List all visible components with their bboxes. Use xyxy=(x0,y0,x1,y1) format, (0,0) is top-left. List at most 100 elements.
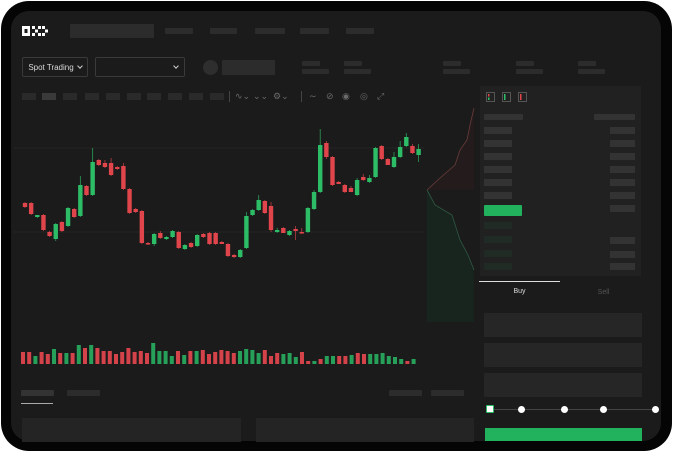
volume-bar xyxy=(380,353,385,364)
candle-down xyxy=(41,215,46,230)
chart-type-icon[interactable]: ⌄⌄ xyxy=(253,91,269,101)
candle-down xyxy=(176,232,181,248)
volume-bar xyxy=(52,349,56,364)
buy-button[interactable] xyxy=(485,428,642,441)
fullscreen-icon[interactable]: ⤢ xyxy=(377,91,385,101)
filter-button[interactable] xyxy=(431,390,464,396)
slider-step[interactable] xyxy=(652,406,659,413)
nav-item[interactable] xyxy=(255,28,285,34)
volume-bar xyxy=(225,351,230,364)
candle-down xyxy=(281,228,286,233)
depth-asks-line xyxy=(426,107,475,191)
volume-bar xyxy=(219,350,224,364)
candle-down xyxy=(84,186,89,195)
tab-order-history[interactable] xyxy=(67,390,100,396)
candle-down xyxy=(207,233,212,244)
candle-down xyxy=(121,166,126,189)
coin-icon xyxy=(203,60,218,75)
timeframe-button[interactable] xyxy=(147,93,161,100)
slider-step[interactable] xyxy=(561,406,568,413)
candle-down xyxy=(299,232,304,234)
candle-down xyxy=(139,211,145,243)
candle-up xyxy=(397,147,403,157)
candle-down xyxy=(96,160,101,165)
orderbook-asks-icon xyxy=(518,92,527,102)
timeframe-button[interactable] xyxy=(63,93,77,100)
candle-down xyxy=(115,167,120,169)
last-price-badge xyxy=(484,205,522,216)
candle-down xyxy=(268,206,274,230)
orderbook-bids-icon xyxy=(502,92,511,102)
candle-up xyxy=(318,145,323,192)
tab-open-orders[interactable] xyxy=(21,390,54,396)
active-tab-indicator xyxy=(21,403,53,404)
candle-down xyxy=(102,163,108,167)
candle-up xyxy=(195,235,200,246)
candle-up xyxy=(250,210,255,215)
nav-item[interactable] xyxy=(210,28,237,34)
volume-bar xyxy=(368,354,373,364)
candle-up xyxy=(182,245,188,249)
volume-bar xyxy=(70,353,75,364)
nav-item[interactable] xyxy=(165,28,193,34)
indicator-icon[interactable]: ∿⌄ xyxy=(235,91,251,101)
draw-icon[interactable]: ⊘ xyxy=(326,91,334,101)
timeframe-button[interactable] xyxy=(85,93,99,100)
orders-panel xyxy=(22,418,241,442)
volume-bar xyxy=(126,348,131,364)
volume-bar xyxy=(176,351,180,364)
volume-bar xyxy=(405,361,410,364)
pair-dropdown[interactable] xyxy=(95,57,185,77)
volume-bar xyxy=(331,356,335,364)
orderbook-view-toggle[interactable] xyxy=(486,92,532,102)
volume-bar xyxy=(138,351,143,364)
timeframe-button[interactable] xyxy=(22,93,36,100)
settings-icon[interactable]: ◎ xyxy=(360,91,368,101)
timeframe-button[interactable] xyxy=(210,93,224,100)
volume-bar xyxy=(349,355,354,364)
stat-value xyxy=(578,69,605,74)
volume-bar xyxy=(244,349,249,364)
stat-value xyxy=(302,69,329,74)
candle-up xyxy=(373,148,378,177)
market-type-dropdown[interactable]: Spot Trading xyxy=(22,57,88,77)
filter-button[interactable] xyxy=(389,390,422,396)
search-bar[interactable] xyxy=(70,24,154,38)
nav-item[interactable] xyxy=(346,28,374,34)
tab-sell[interactable]: Sell xyxy=(597,289,610,296)
volume-bar xyxy=(343,356,348,364)
nav-item[interactable] xyxy=(300,28,329,34)
stat-value xyxy=(344,69,371,74)
column-header xyxy=(484,114,523,120)
slider-handle[interactable] xyxy=(486,405,494,413)
leverage-slider[interactable] xyxy=(489,409,656,410)
volume-bar xyxy=(58,353,63,364)
camera-icon[interactable]: ◉ xyxy=(342,91,350,101)
volume-bar xyxy=(132,352,137,364)
settings-small-icon[interactable]: ⚙⌄ xyxy=(273,91,289,101)
timeframe-button[interactable] xyxy=(168,93,182,100)
candle-up xyxy=(164,237,169,239)
volume-bar xyxy=(318,359,323,364)
candle-down xyxy=(330,157,335,185)
line-icon[interactable]: ∼ xyxy=(309,91,317,101)
volume-bar xyxy=(269,356,273,364)
candle-down xyxy=(145,243,151,245)
candle-down xyxy=(47,232,52,236)
slider-step[interactable] xyxy=(518,406,525,413)
candle-down xyxy=(213,233,218,244)
total-input[interactable] xyxy=(484,373,642,397)
stat-value xyxy=(443,69,470,74)
volume-bar xyxy=(194,351,199,364)
timeframe-button[interactable] xyxy=(189,93,203,100)
timeframe-button[interactable] xyxy=(127,93,141,100)
amount-input[interactable] xyxy=(484,343,642,367)
tab-buy[interactable]: Buy xyxy=(513,288,526,295)
stat-value xyxy=(516,69,543,74)
candle-down xyxy=(410,146,415,153)
slider-step[interactable] xyxy=(600,406,607,413)
timeframe-button-active[interactable] xyxy=(42,93,56,100)
timeframe-button[interactable] xyxy=(106,93,120,100)
price-input[interactable] xyxy=(484,313,642,337)
